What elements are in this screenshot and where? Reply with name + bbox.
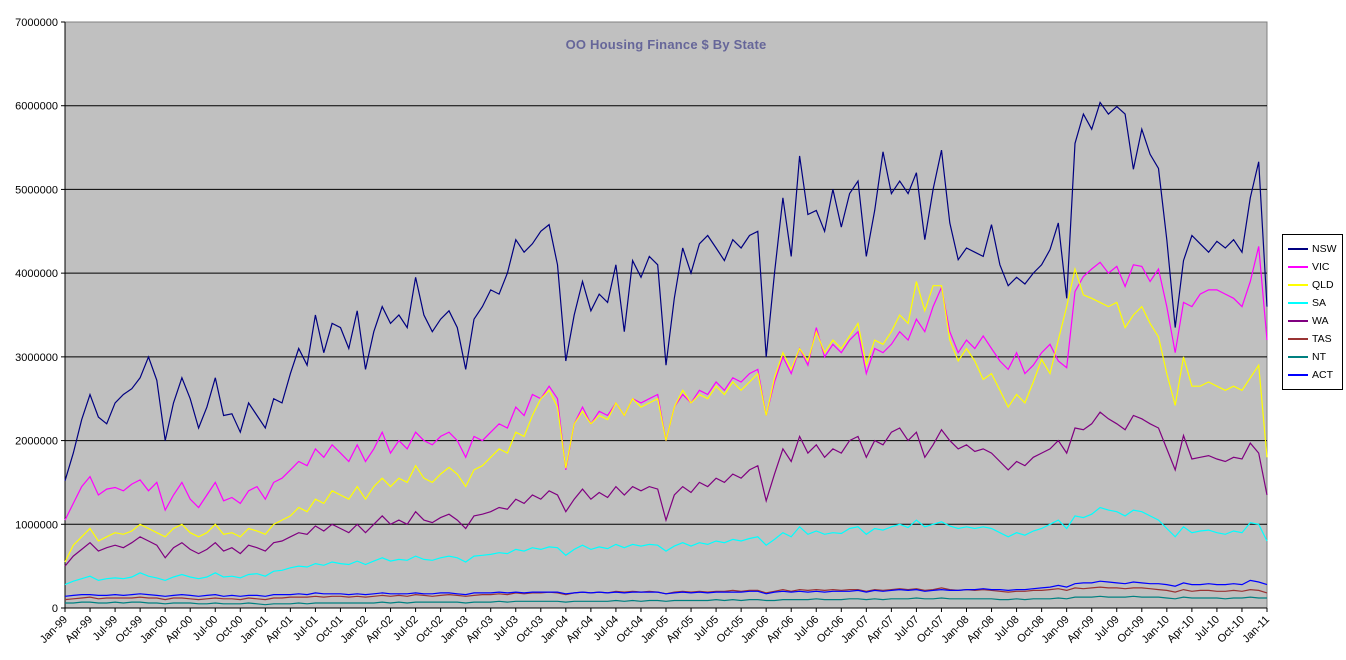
legend-item-act[interactable]: ACT [1288,366,1342,384]
legend-item-tas[interactable]: TAS [1288,330,1342,348]
legend-label: SA [1312,296,1327,309]
y-axis-label: 0 [52,603,58,615]
x-axis-label: Apr-02 [364,614,396,646]
plot-background [64,21,1268,609]
y-axis-label: 3000000 [15,352,58,364]
x-axis-label: Apr-07 [865,614,897,646]
y-axis-label: 4000000 [15,268,58,280]
x-axis-label: Jan-11 [1240,614,1272,646]
x-axis-label: Apr-03 [464,614,496,646]
legend-swatch-sa [1288,302,1308,304]
x-axis-label: Jan-01 [238,614,270,646]
x-axis-label: Apr-09 [1065,614,1097,646]
x-axis-label: Apr-01 [264,614,296,646]
x-axis-label: Jan-04 [539,614,571,646]
legend-item-wa[interactable]: WA [1288,312,1342,330]
x-axis-label: Jan-99 [38,614,70,646]
x-axis-label: Apr-00 [163,614,195,646]
series-line-sa[interactable] [64,506,1268,586]
series-line-nsw[interactable] [64,101,1268,481]
x-axis-label: Jan-00 [138,614,170,646]
series-line-wa[interactable] [64,411,1268,567]
x-axis-label: Jan-08 [939,614,971,646]
x-axis-label: Apr-04 [564,614,596,646]
chart-title: OO Housing Finance $ By State [565,37,767,52]
series-line-qld[interactable] [64,266,1268,563]
x-axis-label: Jan-09 [1040,614,1072,646]
legend-swatch-nt [1288,356,1308,358]
x-axis-label: Jan-03 [439,614,471,646]
legend-swatch-nsw [1288,248,1308,250]
x-axis-label: Jan-07 [839,614,871,646]
y-axis-label: 7000000 [15,17,58,29]
legend-label: QLD [1312,278,1334,291]
y-axis-label: 1000000 [15,519,58,531]
y-axis-label: 6000000 [15,101,58,113]
legend-item-nt[interactable]: NT [1288,348,1342,366]
x-axis-label: Apr-10 [1165,614,1197,646]
y-axis-label: 5000000 [15,184,58,196]
x-axis-label: Apr-06 [764,614,796,646]
x-axis-label: Apr-99 [63,614,95,646]
legend-swatch-act [1288,374,1308,376]
x-axis-label: Apr-05 [664,614,696,646]
x-axis-label: Apr-08 [965,614,997,646]
x-axis-label: Jan-05 [639,614,671,646]
legend-label: VIC [1312,260,1330,273]
legend-label: NSW [1312,242,1337,255]
legend[interactable]: NSW VIC QLD SA WA TAS NT ACT [1282,234,1343,390]
legend-label: WA [1312,314,1329,327]
x-axis-label: Jan-02 [338,614,370,646]
legend-item-vic[interactable]: VIC [1288,258,1342,276]
legend-swatch-qld [1288,284,1308,286]
legend-label: ACT [1312,368,1333,381]
series-line-nt[interactable] [65,595,1267,606]
legend-swatch-vic [1288,266,1308,268]
x-axis-label: Jan-06 [739,614,771,646]
legend-label: NT [1312,350,1326,363]
legend-label: TAS [1312,332,1332,345]
legend-item-nsw[interactable]: NSW [1288,240,1342,258]
y-axis-label: 2000000 [15,436,58,448]
legend-item-sa[interactable]: SA [1288,294,1342,312]
legend-swatch-tas [1288,338,1308,340]
x-axis-label: Oct-10 [1215,614,1247,646]
legend-item-qld[interactable]: QLD [1288,276,1342,294]
series-line-act[interactable] [64,579,1268,597]
legend-swatch-wa [1288,320,1308,322]
x-axis-label: Jan-10 [1140,614,1172,646]
